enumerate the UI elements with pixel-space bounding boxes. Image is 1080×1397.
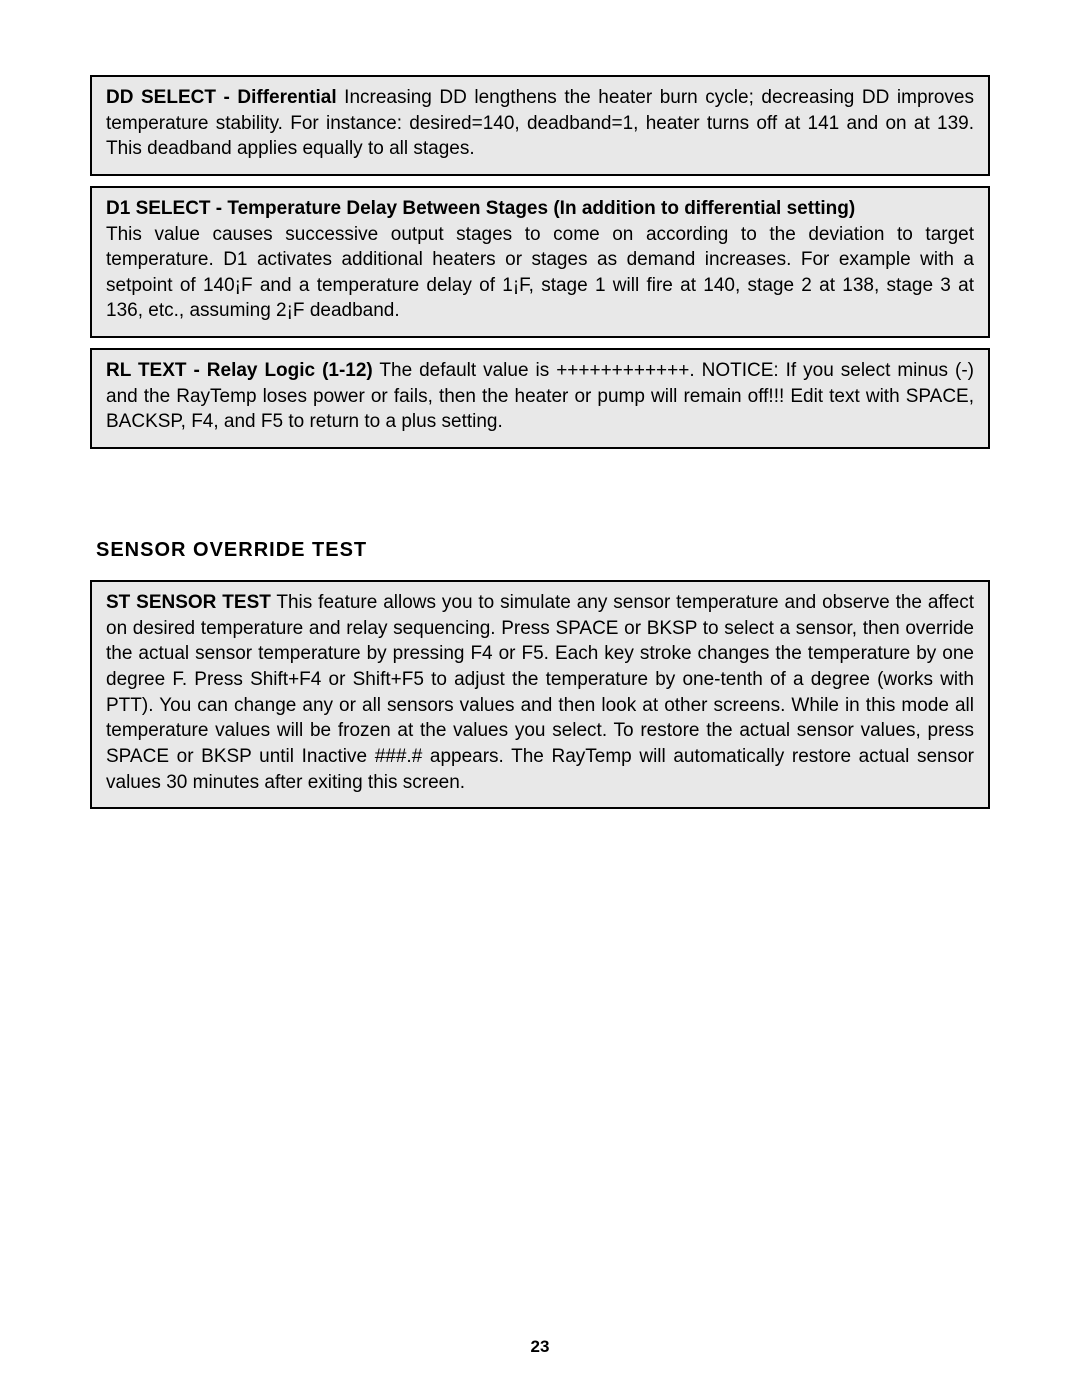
box-rl-text-title: RL TEXT - Relay Logic (1-12) [106,360,373,381]
section-heading-sensor-override: SENSOR OVERRIDE TEST [96,539,990,562]
box-dd-select: DD SELECT - Differential Increasing DD l… [90,75,990,176]
box-dd-select-title: DD SELECT - Differential [106,87,337,108]
page-number: 23 [0,1337,1080,1357]
box-rl-text: RL TEXT - Relay Logic (1-12) The default… [90,348,990,449]
box-d1-select: D1 SELECT - Temperature Delay Between St… [90,186,990,338]
box-d1-select-body: This value causes successive output stag… [106,224,974,322]
box-st-sensor-test: ST SENSOR TEST This feature allows you t… [90,580,990,809]
box-st-sensor-test-body: This feature allows you to simulate any … [106,592,974,792]
box-st-sensor-test-title: ST SENSOR TEST [106,592,271,613]
document-page: DD SELECT - Differential Increasing DD l… [0,0,1080,1397]
box-d1-select-title: D1 SELECT - Temperature Delay Between St… [106,196,974,222]
